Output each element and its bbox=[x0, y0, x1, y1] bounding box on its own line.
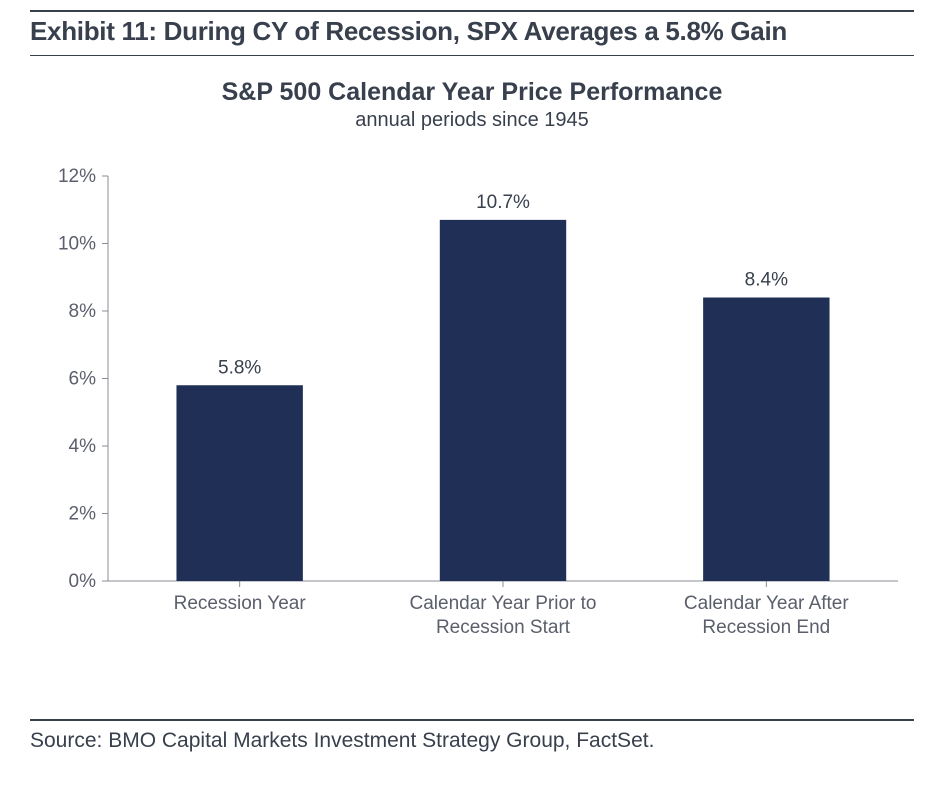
x-tick-label: Calendar Year Prior to bbox=[410, 593, 597, 614]
bar-value-label: 8.4% bbox=[745, 270, 788, 291]
y-tick-label: 4% bbox=[69, 436, 97, 457]
x-tick-label: Recession Year bbox=[174, 593, 307, 614]
bar bbox=[440, 220, 566, 581]
x-tick-label: Calendar Year After bbox=[684, 593, 849, 614]
bar bbox=[176, 385, 302, 581]
y-tick-label: 6% bbox=[69, 369, 97, 390]
chart-title-sub: annual periods since 1945 bbox=[30, 109, 914, 132]
bar bbox=[703, 298, 829, 582]
chart-titles: S&P 500 Calendar Year Price Performance … bbox=[30, 78, 914, 132]
exhibit-header: Exhibit 11: During CY of Recession, SPX … bbox=[30, 10, 914, 56]
y-tick-label: 2% bbox=[69, 504, 97, 525]
bar-chart-svg: 0% 2% 4% 6% 8% 10% 12% 5.8% Recession Year 10.7% C… bbox=[38, 156, 918, 696]
y-tick-label: 8% bbox=[69, 301, 97, 322]
chart-title-main: S&P 500 Calendar Year Price Performance bbox=[30, 78, 914, 107]
bar-value-label: 10.7% bbox=[476, 192, 530, 213]
chart-area: 0% 2% 4% 6% 8% 10% 12% 5.8% Recession Year 10.7% C… bbox=[30, 156, 914, 701]
y-tick-label: 10% bbox=[58, 234, 96, 255]
y-tick-label: 0% bbox=[69, 571, 97, 592]
x-tick-label: Recession End bbox=[702, 617, 830, 638]
bar-value-label: 5.8% bbox=[218, 357, 261, 378]
exhibit-container: Exhibit 11: During CY of Recession, SPX … bbox=[0, 0, 944, 788]
x-tick-label: Recession Start bbox=[436, 617, 571, 638]
y-tick-label: 12% bbox=[58, 166, 96, 187]
exhibit-footer: Source: BMO Capital Markets Investment S… bbox=[30, 719, 914, 753]
